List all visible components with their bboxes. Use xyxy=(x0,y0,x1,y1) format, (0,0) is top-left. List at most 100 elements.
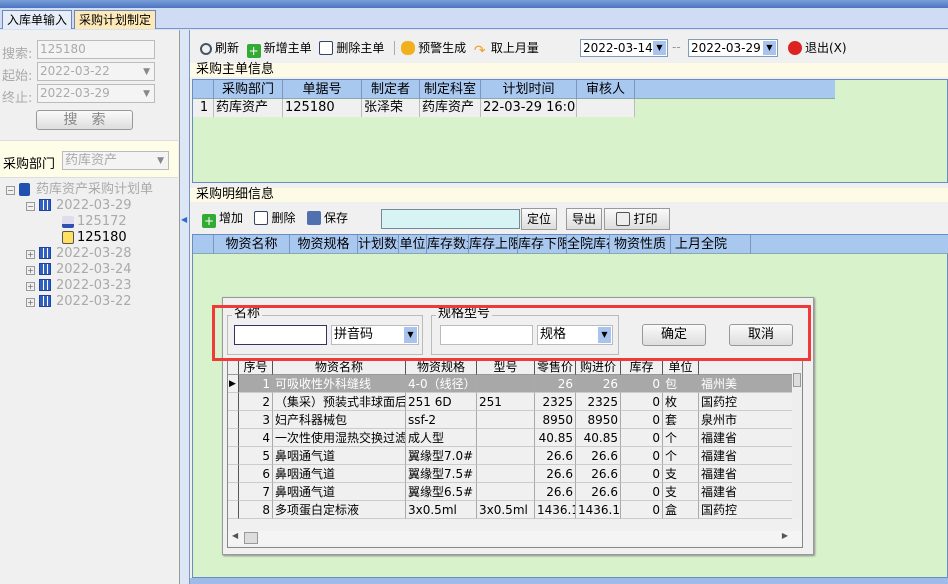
panel-splitter[interactable]: ◀ xyxy=(180,30,190,584)
col-header[interactable]: 库存 xyxy=(621,359,663,375)
warning-generate-button[interactable]: 预警生成 xyxy=(401,41,466,55)
dropdown-arrow-icon[interactable]: ▼ xyxy=(598,327,611,343)
collapse-arrow-icon[interactable]: ◀ xyxy=(181,215,188,224)
col-header[interactable]: 采购部门 xyxy=(214,80,283,99)
spec-input[interactable] xyxy=(440,325,533,345)
indicator-header xyxy=(228,359,239,375)
tree-node-date[interactable]: +2022-03-23 xyxy=(0,278,178,294)
col-header[interactable] xyxy=(699,359,799,375)
scroll-thumb[interactable] xyxy=(244,532,258,544)
tree-node-label: 2022-03-29 xyxy=(56,198,132,213)
tree-node-date[interactable]: +2022-03-24 xyxy=(0,262,178,278)
dept-select[interactable]: 药库资产 xyxy=(62,151,169,170)
print-button[interactable]: 打印 xyxy=(604,208,670,230)
last-month-button[interactable]: ↷ 取上月量 xyxy=(473,41,539,59)
date-to-picker[interactable]: 2022-03-29 ▼ xyxy=(688,39,778,57)
tree-node-date[interactable]: − 2022-03-29 xyxy=(0,198,178,214)
search-input[interactable]: 125180 xyxy=(37,40,155,59)
cell: 1 xyxy=(239,375,273,393)
cell: 7 xyxy=(239,483,273,501)
detail-toolbar: + 增加 删除 保存 xyxy=(202,207,348,229)
col-header[interactable]: 物资性质 xyxy=(610,235,671,254)
tree-node-date[interactable]: +2022-03-22 xyxy=(0,294,178,310)
cell: 26.6 xyxy=(576,483,621,501)
locate-button[interactable]: 定位 xyxy=(521,208,557,230)
col-header[interactable]: 计划时间 xyxy=(481,80,577,99)
col-header[interactable]: 物资规格 xyxy=(290,235,358,254)
col-header[interactable]: 制定科室 xyxy=(420,80,481,99)
cell: 22-03-29 16:07 xyxy=(481,99,577,117)
vertical-scrollbar[interactable] xyxy=(792,359,802,519)
collapse-icon[interactable]: − xyxy=(6,186,15,195)
tab-purchase-plan[interactable]: 采购计划制定 xyxy=(74,10,157,29)
spec-mode-select[interactable]: 规格 ▼ xyxy=(537,325,613,345)
cell: 5 xyxy=(239,447,273,465)
cell: 0 xyxy=(621,465,663,483)
dropdown-arrow-icon[interactable]: ▼ xyxy=(404,327,417,343)
add-button[interactable]: + 增加 xyxy=(202,211,244,228)
cell: 枚 xyxy=(663,393,699,411)
exit-button[interactable]: 退出(X) xyxy=(788,37,847,59)
expand-icon[interactable]: + xyxy=(26,266,35,275)
dropdown-arrow-icon[interactable]: ▼ xyxy=(653,41,666,55)
col-header[interactable]: 物资名称 xyxy=(273,359,406,375)
col-header[interactable]: 单位 xyxy=(399,235,427,254)
cell: 2325 xyxy=(576,393,621,411)
col-header[interactable]: 单位 xyxy=(663,359,699,375)
col-header[interactable]: 库存上限 xyxy=(469,235,518,254)
tab-inbound-entry[interactable]: 入库单输入 xyxy=(2,10,73,29)
tree-node-date[interactable]: +2022-03-28 xyxy=(0,246,178,262)
tree-node-label: 2022-03-23 xyxy=(56,278,132,293)
cell xyxy=(477,447,535,465)
cell: 个 xyxy=(663,447,699,465)
cell: 26.6 xyxy=(576,447,621,465)
col-header[interactable]: 物资规格 xyxy=(406,359,477,375)
col-header[interactable]: 库存下限 xyxy=(518,235,567,254)
horizontal-scrollbar[interactable]: ◀ ▶ xyxy=(228,531,802,545)
dropdown-arrow-icon[interactable]: ▼ xyxy=(763,41,776,55)
add-icon: + xyxy=(202,214,216,228)
cancel-button[interactable]: 取消 xyxy=(729,324,793,346)
end-date-picker[interactable]: 2022-03-29 xyxy=(37,84,155,103)
edit-icon xyxy=(254,211,269,225)
col-header[interactable]: 物资名称 xyxy=(214,235,290,254)
start-date-picker[interactable]: 2022-03-22 xyxy=(37,62,155,81)
expand-icon[interactable]: + xyxy=(26,298,35,307)
col-header[interactable]: 序号 xyxy=(239,359,273,375)
col-header[interactable]: 上月全院 xyxy=(671,235,751,254)
date-from-picker[interactable]: 2022-03-14 ▼ xyxy=(580,39,668,57)
tree-leaf-label: 125180 xyxy=(77,230,127,245)
save-button[interactable]: 保存 xyxy=(306,211,348,225)
col-header[interactable]: 计划数量 xyxy=(358,235,399,254)
expand-icon[interactable]: + xyxy=(26,250,35,259)
col-header[interactable]: 审核人 xyxy=(577,80,635,99)
name-input[interactable] xyxy=(234,325,327,345)
refresh-button[interactable]: 刷新 xyxy=(200,41,239,55)
col-header[interactable]: 库存数量 xyxy=(427,235,469,254)
delete-main-button[interactable]: 删除主单 xyxy=(319,41,384,55)
col-header[interactable]: 制定者 xyxy=(362,80,420,99)
locate-input[interactable] xyxy=(381,209,520,229)
tree-root[interactable]: − 药库资产采购计划单 xyxy=(0,182,178,198)
col-header[interactable]: 零售价 xyxy=(535,359,576,375)
name-mode-select[interactable]: 拼音码 ▼ xyxy=(331,325,419,345)
col-header[interactable]: 全院库存 xyxy=(567,235,610,254)
table-row[interactable]: 1 药库资产 125180 张泽荣 药库资产 22-03-29 16:07 xyxy=(193,99,635,117)
tree-root-label: 药库资产采购计划单 xyxy=(36,182,154,197)
new-main-button[interactable]: + 新增主单 xyxy=(246,41,312,58)
expand-icon[interactable]: + xyxy=(26,282,35,291)
scroll-thumb[interactable] xyxy=(793,373,801,387)
ok-button[interactable]: 确定 xyxy=(642,324,706,346)
col-header[interactable]: 单据号 xyxy=(283,80,362,99)
col-header[interactable]: 购进价 xyxy=(576,359,621,375)
col-header[interactable]: 型号 xyxy=(477,359,535,375)
tree-leaf-selected[interactable]: 125180 xyxy=(0,230,178,246)
cell: 3x0.5ml xyxy=(477,501,535,519)
export-button[interactable]: 导出 xyxy=(566,208,602,230)
delete-button[interactable]: 删除 xyxy=(254,211,295,225)
collapse-icon[interactable]: − xyxy=(26,202,35,211)
tree-leaf[interactable]: 125172 xyxy=(0,214,178,230)
spec-group: 规格型号 规格 ▼ xyxy=(431,307,619,355)
name-group-label: 名称 xyxy=(232,306,263,321)
search-button[interactable]: 搜 索 xyxy=(36,110,133,130)
